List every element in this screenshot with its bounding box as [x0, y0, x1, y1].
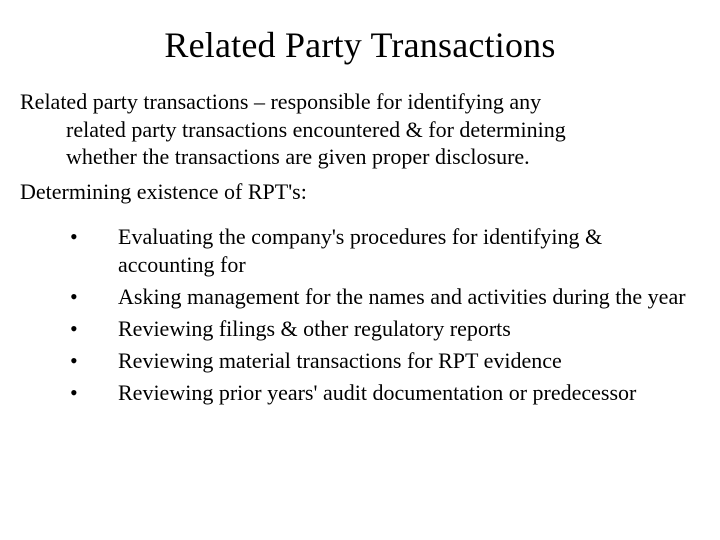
bullet-item: • Reviewing prior years' audit documenta…: [70, 379, 700, 407]
bullet-icon: •: [70, 315, 118, 343]
bullet-item: • Reviewing filings & other regulatory r…: [70, 315, 700, 343]
bullet-text: Reviewing material transactions for RPT …: [118, 347, 700, 375]
bullet-text: Reviewing filings & other regulatory rep…: [118, 315, 700, 343]
bullet-text: Reviewing prior years' audit documentati…: [118, 379, 700, 407]
intro-line-2: related party transactions encountered &…: [20, 116, 700, 144]
slide-title: Related Party Transactions: [20, 24, 700, 66]
intro-line-3: whether the transactions are given prope…: [20, 143, 700, 171]
intro-line-1: Related party transactions – responsible…: [20, 89, 541, 114]
bullet-item: • Evaluating the company's procedures fo…: [70, 223, 700, 279]
bullet-icon: •: [70, 283, 118, 311]
bullet-icon: •: [70, 379, 118, 407]
intro-paragraph: Related party transactions – responsible…: [20, 88, 700, 171]
bullet-text: Asking management for the names and acti…: [118, 283, 700, 311]
bullet-list: • Evaluating the company's procedures fo…: [20, 223, 700, 408]
bullet-icon: •: [70, 223, 118, 251]
bullet-item: • Reviewing material transactions for RP…: [70, 347, 700, 375]
bullet-text: Evaluating the company's procedures for …: [118, 223, 700, 279]
bullet-icon: •: [70, 347, 118, 375]
subheading: Determining existence of RPT's:: [20, 179, 700, 205]
bullet-item: • Asking management for the names and ac…: [70, 283, 700, 311]
